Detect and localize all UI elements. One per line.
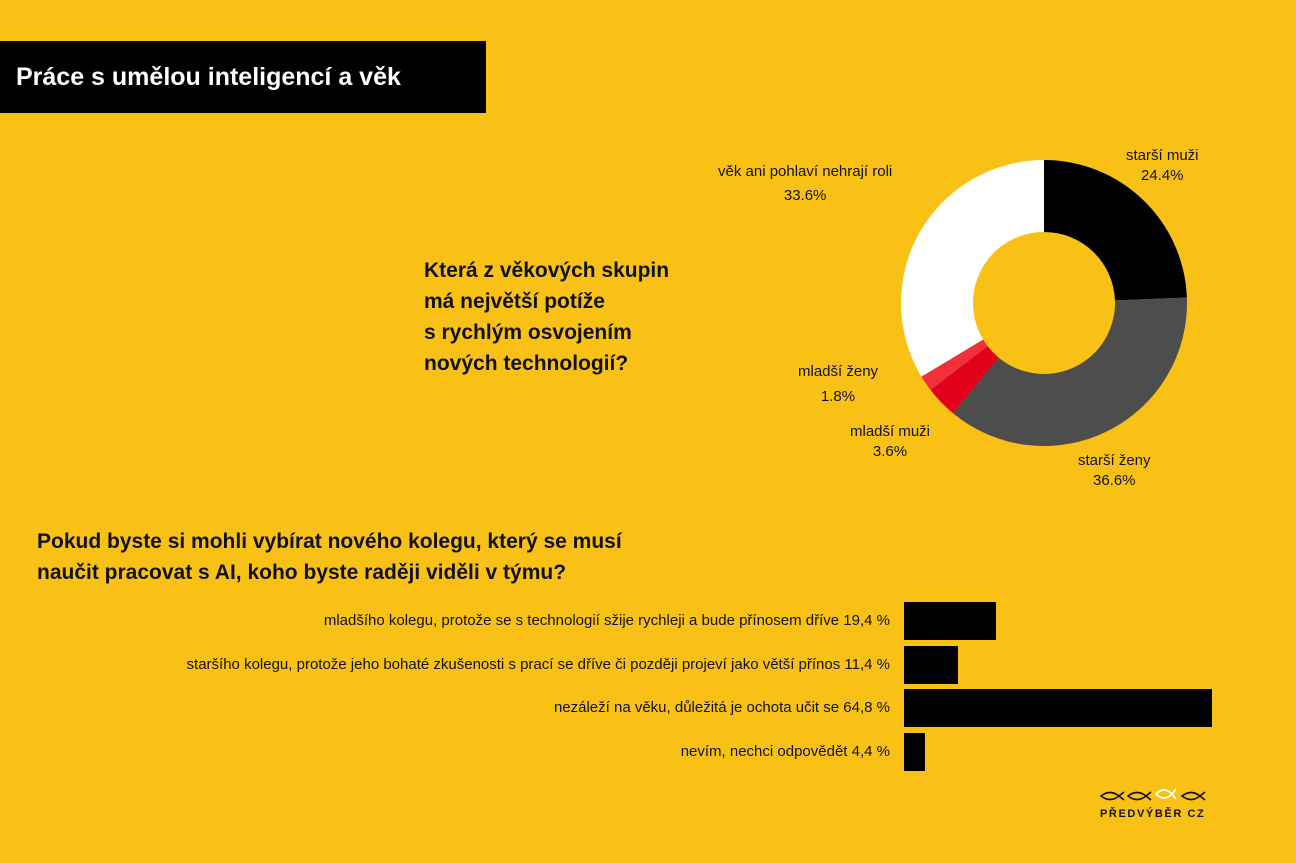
- donut-label-starsi-muzi: starší muži 24.4%: [1126, 146, 1199, 186]
- bar-question-line: naučit pracovat s AI, koho byste raději …: [37, 561, 567, 584]
- donut-label-vek-nehraje-roli: věk ani pohlaví nehrají roli 33.6%: [718, 160, 892, 208]
- donut-value-label: 3.6%: [872, 443, 908, 460]
- bar-value-label: 19,4 %: [843, 612, 890, 629]
- bar-label: nevím, nechci odpovědět 4,4 %: [681, 733, 890, 771]
- donut-slice: [901, 160, 1044, 377]
- donut-question-line: s rychlým osvojením: [424, 321, 632, 344]
- donut-category-label: starší ženy: [1078, 452, 1151, 469]
- bar-label: staršího kolegu, protože jeho bohaté zku…: [187, 646, 890, 684]
- bar-row: nezáleží na věku, důležitá je ochota uči…: [0, 689, 1296, 727]
- donut-category-label: starší muži: [1126, 147, 1199, 164]
- logo: PŘEDVÝBĚR CZ: [1098, 786, 1212, 826]
- bar-row: mladšího kolegu, protože se s technologi…: [0, 602, 1296, 640]
- donut-category-label: mladší ženy: [798, 363, 879, 380]
- donut-value-label: 36.6%: [1092, 472, 1136, 489]
- donut-value-label: 1.8%: [820, 388, 856, 405]
- bar-value-label: 64,8 %: [843, 699, 890, 716]
- donut-label-starsi-zeny: starší ženy 36.6%: [1078, 451, 1151, 491]
- donut-category-label: věk ani pohlaví nehrají roli: [718, 163, 893, 180]
- donut-slice: [930, 346, 999, 414]
- bar-category-label: nevím, nechci odpovědět: [680, 743, 848, 760]
- bar: [904, 733, 925, 771]
- donut-label-mladsi-zeny: mladší ženy 1.8%: [798, 359, 878, 409]
- donut-value-label: 33.6%: [783, 187, 827, 204]
- bar-category-label: staršího kolegu, protože jeho bohaté zku…: [186, 656, 841, 673]
- bar-question: Pokud byste si mohli vybírat nového kole…: [37, 526, 797, 588]
- bar-label: nezáleží na věku, důležitá je ochota uči…: [554, 689, 890, 727]
- bar-question-line: Pokud byste si mohli vybírat nového kole…: [37, 530, 622, 553]
- bar-category-label: nezáleží na věku, důležitá je ochota uči…: [553, 699, 840, 716]
- donut-chart: [901, 160, 1187, 446]
- page-title: Práce s umělou inteligencí a věk: [0, 41, 486, 113]
- bar-row: staršího kolegu, protože jeho bohaté zku…: [0, 646, 1296, 684]
- donut-question-line: má největší potíže: [424, 290, 605, 313]
- bar: [904, 689, 1213, 727]
- donut-label-mladsi-muzi: mladší muži 3.6%: [850, 422, 930, 462]
- bar-value-label: 11,4 %: [844, 656, 890, 673]
- donut-slice: [952, 297, 1187, 446]
- donut-slice: [1044, 160, 1187, 301]
- bar-label: mladšího kolegu, protože se s technologi…: [324, 602, 890, 640]
- bar-category-label: mladšího kolegu, protože se s technologi…: [323, 612, 840, 629]
- donut-question-line: nových technologií?: [424, 352, 629, 375]
- bar: [904, 602, 997, 640]
- donut-category-label: mladší muži: [850, 423, 931, 440]
- donut-value-label: 24.4%: [1140, 167, 1184, 184]
- logo-text: PŘEDVÝBĚR CZ: [1100, 808, 1206, 820]
- bar: [904, 646, 959, 684]
- fish-icons: [1099, 788, 1206, 801]
- bar-value-label: 4,4 %: [851, 743, 890, 760]
- donut-slice: [921, 339, 988, 390]
- donut-question: Která z věkových skupin má největší potí…: [424, 255, 754, 379]
- donut-question-line: Která z věkových skupin: [424, 259, 670, 282]
- bar-row: nevím, nechci odpovědět 4,4 %: [0, 733, 1296, 771]
